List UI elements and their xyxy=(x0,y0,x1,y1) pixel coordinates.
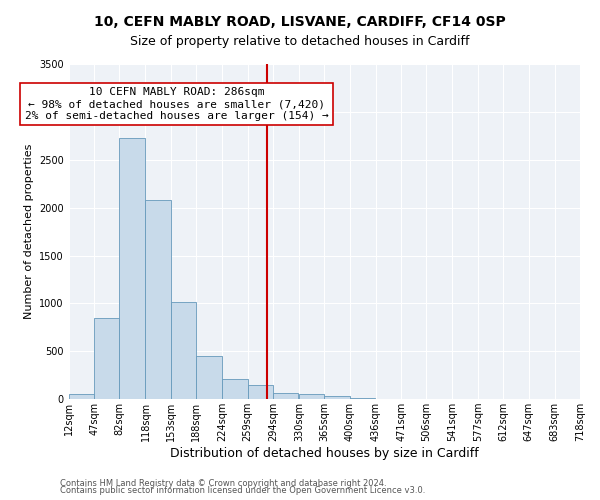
Bar xyxy=(299,394,325,399)
Bar xyxy=(145,200,171,399)
Bar xyxy=(273,394,298,399)
Bar xyxy=(69,394,94,399)
Bar xyxy=(119,138,145,399)
Bar xyxy=(350,398,375,399)
Text: Size of property relative to detached houses in Cardiff: Size of property relative to detached ho… xyxy=(130,35,470,48)
Text: 10 CEFN MABLY ROAD: 286sqm
← 98% of detached houses are smaller (7,420)
2% of se: 10 CEFN MABLY ROAD: 286sqm ← 98% of deta… xyxy=(25,88,329,120)
Bar xyxy=(325,396,350,399)
Bar xyxy=(94,318,119,399)
Y-axis label: Number of detached properties: Number of detached properties xyxy=(23,144,34,320)
Bar xyxy=(248,385,273,399)
Text: Contains public sector information licensed under the Open Government Licence v3: Contains public sector information licen… xyxy=(60,486,425,495)
Bar xyxy=(171,302,196,399)
Text: Contains HM Land Registry data © Crown copyright and database right 2024.: Contains HM Land Registry data © Crown c… xyxy=(60,478,386,488)
X-axis label: Distribution of detached houses by size in Cardiff: Distribution of detached houses by size … xyxy=(170,447,479,460)
Bar xyxy=(196,356,221,399)
Bar xyxy=(222,379,248,399)
Text: 10, CEFN MABLY ROAD, LISVANE, CARDIFF, CF14 0SP: 10, CEFN MABLY ROAD, LISVANE, CARDIFF, C… xyxy=(94,15,506,29)
